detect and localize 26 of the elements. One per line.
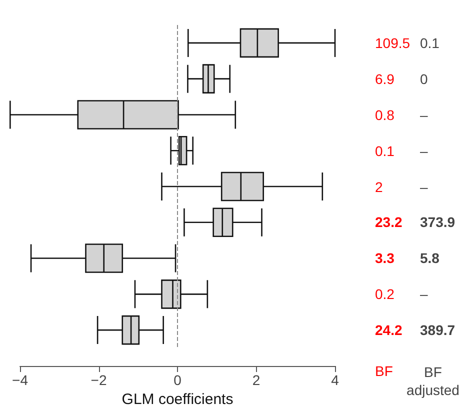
- x-axis-title: GLM coefficients: [122, 391, 234, 408]
- x-tick-label: 4: [331, 372, 340, 388]
- text: 109.5: [375, 34, 410, 51]
- text: BF adjusted: [406, 363, 460, 399]
- text: –: [420, 106, 428, 123]
- text: –: [420, 286, 428, 302]
- x-tick-label: 0: [174, 372, 182, 388]
- x-tick-label: −4: [12, 372, 28, 388]
- text: 6.9: [375, 70, 394, 87]
- text: 23.2: [375, 214, 402, 230]
- text: 0: [420, 70, 428, 87]
- text: 0.1: [375, 142, 394, 159]
- x-tick-label: 2: [252, 372, 260, 388]
- text: 0.8: [375, 106, 394, 123]
- text: 373.9: [420, 214, 456, 230]
- text: 24.2: [375, 322, 402, 338]
- text: –: [420, 178, 428, 194]
- x-tick-label: −2: [90, 372, 107, 388]
- text: 0.1: [420, 34, 440, 51]
- text: 0.2: [375, 286, 394, 302]
- text: 3.3: [375, 250, 394, 266]
- text: 2: [375, 178, 383, 194]
- text: 5.8: [420, 250, 440, 266]
- text: 389.7: [420, 322, 456, 338]
- text: –: [420, 142, 428, 159]
- text: BF: [375, 363, 393, 379]
